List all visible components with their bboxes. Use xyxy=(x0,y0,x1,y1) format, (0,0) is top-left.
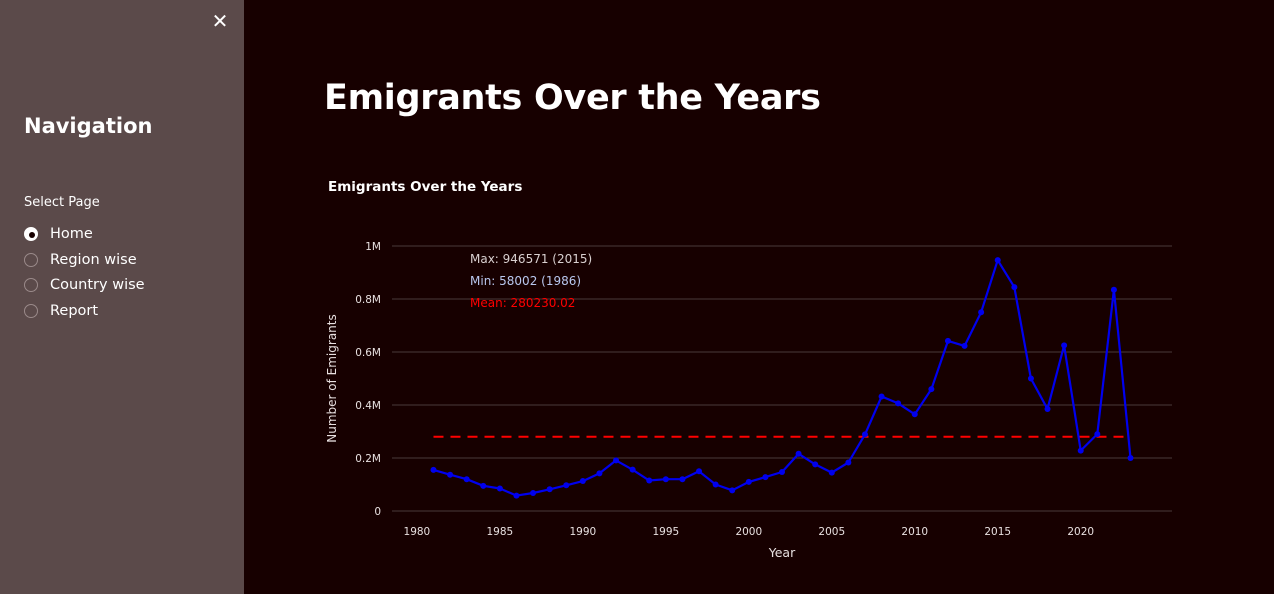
data-point xyxy=(812,461,819,468)
data-point xyxy=(712,481,719,488)
data-point xyxy=(579,478,586,485)
data-point xyxy=(613,457,620,464)
y-axis-label: Number of Emigrants xyxy=(325,314,339,442)
x-tick-label: 1995 xyxy=(652,526,679,538)
close-icon[interactable]: ✕ xyxy=(211,9,229,33)
data-point xyxy=(513,492,520,499)
page-radio-group: Home Region wise Country wise Report xyxy=(24,221,145,324)
x-tick-label: 1980 xyxy=(404,526,431,538)
data-point xyxy=(779,469,785,476)
y-tick-label: 0.4M xyxy=(355,400,381,412)
sidebar: ✕ Navigation Select Page Home Region wis… xyxy=(0,0,244,594)
data-point xyxy=(978,309,985,316)
data-point xyxy=(878,393,885,400)
sidebar-title: Navigation xyxy=(24,114,153,138)
data-point xyxy=(845,459,852,466)
radio-button-country-wise[interactable] xyxy=(24,278,38,293)
radio-label-country-wise: Country wise xyxy=(50,277,145,294)
data-point xyxy=(430,466,437,473)
data-point xyxy=(795,450,802,457)
y-tick-label: 0 xyxy=(374,506,381,518)
radio-option-country-wise[interactable]: Country wise xyxy=(24,272,145,298)
data-point xyxy=(1061,342,1068,349)
y-tick-label: 0.2M xyxy=(355,453,381,465)
data-point xyxy=(679,476,686,483)
data-point xyxy=(961,342,968,349)
data-point xyxy=(1094,431,1101,438)
data-point xyxy=(1110,286,1117,293)
data-point xyxy=(463,476,470,483)
data-point xyxy=(1127,455,1134,461)
data-point xyxy=(629,466,636,473)
x-tick-label: 2020 xyxy=(1067,526,1094,538)
y-tick-label: 0.6M xyxy=(355,347,381,359)
radio-button-region-wise[interactable] xyxy=(24,252,38,267)
data-point xyxy=(861,431,868,438)
x-tick-label: 2005 xyxy=(818,526,845,538)
x-tick-label: 1985 xyxy=(487,526,514,538)
data-point xyxy=(646,477,653,484)
max-annotation: Max: 946571 (2015) xyxy=(470,252,593,266)
data-point xyxy=(928,386,935,393)
x-tick-label: 2015 xyxy=(984,526,1011,538)
data-point xyxy=(596,470,603,477)
radio-label-region-wise: Region wise xyxy=(50,251,137,268)
radio-option-region-wise[interactable]: Region wise xyxy=(24,247,145,273)
data-point xyxy=(447,471,454,478)
data-point xyxy=(911,411,918,418)
page-title: Emigrants Over the Years xyxy=(324,78,821,118)
data-point xyxy=(944,337,951,344)
select-page-label: Select Page xyxy=(24,195,100,210)
data-point xyxy=(563,482,570,489)
data-point xyxy=(895,400,902,407)
radio-option-report[interactable]: Report xyxy=(24,298,145,324)
data-point xyxy=(696,468,703,475)
data-point xyxy=(729,487,736,494)
data-point xyxy=(994,257,1001,264)
data-point xyxy=(1027,375,1034,382)
radio-button-report[interactable] xyxy=(24,303,38,318)
chart-svg: 0 0.2M 0.4M 0.6M 0.8M 1M 1980 1985 1990 1995 2000 2… xyxy=(325,241,1172,560)
data-point xyxy=(1077,447,1084,454)
radio-label-home: Home xyxy=(50,225,93,242)
data-point xyxy=(745,478,752,485)
chart-title: Emigrants Over the Years xyxy=(328,179,523,195)
radio-button-home[interactable] xyxy=(24,226,38,241)
min-annotation: Min: 58002 (1986) xyxy=(470,274,582,288)
data-point xyxy=(828,469,835,476)
y-tick-label: 1M xyxy=(365,241,381,253)
x-tick-label: 2010 xyxy=(901,526,928,538)
data-point xyxy=(762,474,769,481)
x-tick-label: 1990 xyxy=(569,526,596,538)
x-tick-label: 2000 xyxy=(735,526,762,538)
radio-option-home[interactable]: Home xyxy=(24,221,145,247)
data-point xyxy=(480,482,487,489)
x-axis-label: Year xyxy=(768,545,796,560)
y-tick-label: 0.8M xyxy=(355,294,381,306)
line-chart: 0 0.2M 0.4M 0.6M 0.8M 1M 1980 1985 1990 1995 2000 2… xyxy=(244,0,1274,594)
data-point xyxy=(546,486,553,493)
data-point xyxy=(496,485,503,492)
data-point xyxy=(530,489,537,496)
data-point xyxy=(662,476,669,483)
radio-label-report: Report xyxy=(50,302,99,319)
data-point xyxy=(1011,284,1018,291)
mean-annotation: Mean: 280230.02 xyxy=(470,296,576,310)
data-point xyxy=(1044,405,1051,412)
